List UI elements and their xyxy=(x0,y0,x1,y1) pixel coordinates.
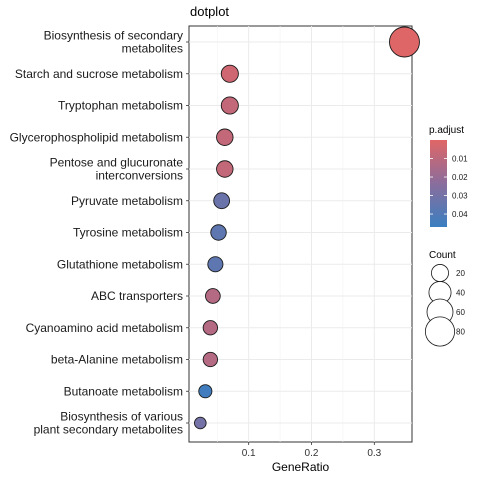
y-tick-labels: Biosynthesis of secondary metabolites Star… xyxy=(10,29,189,437)
color-legend: p.adjust 0.01 0.02 0.03 0.04 xyxy=(429,125,468,227)
data-point xyxy=(207,256,224,273)
color-legend-label: 0.01 xyxy=(452,155,468,164)
y-tick-label: Pyruvate metabolism xyxy=(71,194,183,208)
size-legend-label: 20 xyxy=(456,269,465,278)
size-legend: Count 20 40 60 80 xyxy=(424,250,465,347)
data-point xyxy=(216,160,234,178)
color-legend-title: p.adjust xyxy=(429,125,464,136)
data-point xyxy=(220,64,239,83)
size-legend-circle xyxy=(431,264,449,282)
x-tick-label: 0.1 xyxy=(242,448,256,459)
size-legend-label: 40 xyxy=(456,289,465,298)
y-tick-label: ABC transporters xyxy=(91,289,183,303)
y-tick-label: Cyanoamino acid metabolism xyxy=(26,321,183,335)
y-tick-label: Tyrosine metabolism xyxy=(73,226,183,240)
data-point xyxy=(202,320,219,336)
color-legend-bar xyxy=(430,140,447,227)
y-tick-label: Glutathione metabolism xyxy=(57,257,183,271)
x-tick-label: 0.3 xyxy=(367,448,381,459)
size-legend-circle xyxy=(424,316,456,347)
color-legend-label: 0.03 xyxy=(452,192,468,201)
data-point xyxy=(205,288,221,304)
y-tick-label: Glycerophospholipid metabolism xyxy=(10,130,183,144)
data-point xyxy=(216,128,234,146)
data-point xyxy=(210,224,227,241)
y-tick-label: Starch and sucrose metabolism xyxy=(15,67,183,81)
size-legend-label: 80 xyxy=(456,328,465,337)
x-tick-label: 0.2 xyxy=(305,448,319,459)
size-legend-label: 60 xyxy=(456,308,465,317)
y-tick-label: Pentose and glucuronate interconversions xyxy=(50,156,184,183)
data-point xyxy=(389,26,420,58)
x-tick-labels: 0.1 0.2 0.3 xyxy=(242,442,382,459)
data-point xyxy=(194,416,207,430)
y-tick-label: Tryptophan metabolism xyxy=(58,99,183,113)
data-point xyxy=(202,351,219,368)
data-point xyxy=(213,192,231,210)
y-tick-label: Butanoate metabolism xyxy=(64,384,183,398)
chart-title: dotplot xyxy=(190,4,229,19)
x-axis-label: GeneRatio xyxy=(272,460,330,474)
color-legend-label: 0.02 xyxy=(452,173,468,182)
y-tick-label: beta-Alanine metabolism xyxy=(51,353,183,367)
y-tick-label: Biosynthesis of various plant secondary m… xyxy=(34,410,183,437)
color-legend-label: 0.04 xyxy=(452,210,468,219)
data-point xyxy=(220,96,239,115)
data-point xyxy=(198,384,213,399)
y-tick-label: Biosynthesis of secondary metabolites xyxy=(44,29,183,56)
data-points xyxy=(194,26,420,430)
size-legend-title: Count xyxy=(429,250,456,261)
